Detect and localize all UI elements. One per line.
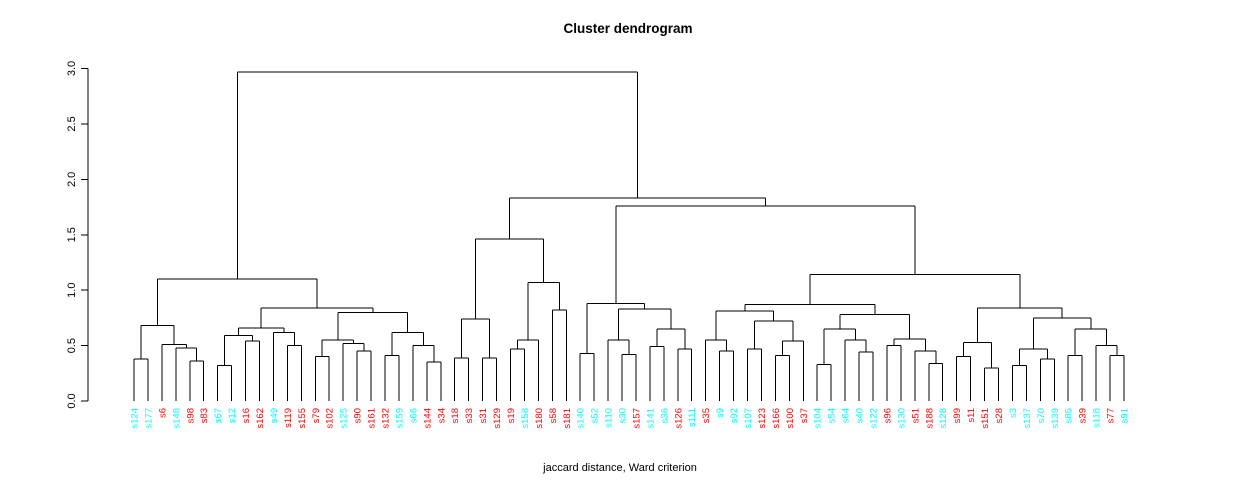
leaf-label-s125: s125 xyxy=(339,408,350,429)
leaf-label-s100: s100 xyxy=(785,408,796,429)
leaf-label-s33: s33 xyxy=(464,408,475,423)
leaf-label-s66: s66 xyxy=(408,408,419,423)
leaf-label-s140: s140 xyxy=(576,408,587,429)
leaf-label-s166: s166 xyxy=(771,408,782,429)
leaf-label-s79: s79 xyxy=(311,408,322,423)
leaf-label-s40: s40 xyxy=(855,408,866,423)
leaf-label-s85: s85 xyxy=(1064,408,1075,423)
y-tick-label: 0.5 xyxy=(66,338,78,353)
leaf-label-s30: s30 xyxy=(618,408,629,423)
leaf-label-s124: s124 xyxy=(130,408,141,429)
leaf-label-s158: s158 xyxy=(520,408,531,429)
leaf-label-s148: s148 xyxy=(171,408,182,429)
leaf-label-s64: s64 xyxy=(841,408,852,423)
leaf-label-s36: s36 xyxy=(659,408,670,423)
y-tick-label: 2.5 xyxy=(66,116,78,131)
leaf-label-s123: s123 xyxy=(757,408,768,429)
y-tick-label: 1.0 xyxy=(66,283,78,298)
leaf-label-s126: s126 xyxy=(673,408,684,429)
leaf-label-s18: s18 xyxy=(450,408,461,423)
leaf-label-s107: s107 xyxy=(743,408,754,429)
leaf-label-s49: s49 xyxy=(269,408,280,423)
leaf-labels: s124 s177 s6 s148 s98 s83 s67 s12 s16 s162 s49 s119… xyxy=(130,408,1131,429)
leaf-label-s83: s83 xyxy=(199,408,210,423)
y-tick-label: 3.0 xyxy=(66,61,78,76)
leaf-label-s151: s151 xyxy=(980,408,991,429)
leaf-label-s34: s34 xyxy=(436,408,447,423)
leaf-label-s77: s77 xyxy=(1106,408,1117,423)
leaf-label-s39: s39 xyxy=(1078,408,1089,423)
leaf-label-s9: s9 xyxy=(715,408,726,418)
leaf-label-s51: s51 xyxy=(910,408,921,423)
leaf-label-s177: s177 xyxy=(143,408,154,429)
leaf-label-s6: s6 xyxy=(157,408,168,418)
leaf-label-s129: s129 xyxy=(492,408,503,429)
leaf-label-s132: s132 xyxy=(380,408,391,429)
leaf-label-s157: s157 xyxy=(631,408,642,429)
leaf-label-s37: s37 xyxy=(799,408,810,423)
leaf-label-s19: s19 xyxy=(506,408,517,423)
leaf-label-s52: s52 xyxy=(590,408,601,423)
chart-subtitle: jaccard distance, Ward criterion xyxy=(542,462,697,474)
leaf-label-s162: s162 xyxy=(255,408,266,429)
leaf-label-s102: s102 xyxy=(325,408,336,429)
leaf-label-s91: s91 xyxy=(1120,408,1131,423)
leaf-label-s122: s122 xyxy=(869,408,880,429)
leaf-label-s119: s119 xyxy=(283,408,294,428)
leaf-label-s98: s98 xyxy=(185,408,196,423)
leaf-label-s12: s12 xyxy=(227,408,238,423)
leaf-label-s118: s118 xyxy=(1092,408,1103,428)
leaf-label-s92: s92 xyxy=(729,408,740,423)
leaf-label-s128: s128 xyxy=(938,408,949,429)
leaf-label-s96: s96 xyxy=(882,408,893,423)
leaf-label-s3: s3 xyxy=(1008,408,1019,418)
leaf-label-s104: s104 xyxy=(813,408,824,429)
leaf-label-s139: s139 xyxy=(1050,408,1061,429)
leaf-label-s111: s111 xyxy=(687,408,698,427)
leaf-label-s11: s11 xyxy=(966,408,977,423)
leaf-label-s144: s144 xyxy=(422,408,433,429)
leaf-label-s58: s58 xyxy=(548,408,559,423)
leaf-label-s31: s31 xyxy=(478,408,489,423)
leaf-label-s161: s161 xyxy=(367,408,378,429)
leaf-label-s159: s159 xyxy=(394,408,405,429)
leaf-label-s99: s99 xyxy=(952,408,963,423)
leaf-label-s16: s16 xyxy=(241,408,252,423)
leaf-label-s188: s188 xyxy=(924,408,935,429)
leaf-label-s54: s54 xyxy=(827,408,838,423)
leaf-label-s155: s155 xyxy=(297,408,308,429)
leaf-label-s180: s180 xyxy=(534,408,545,429)
leaf-label-s110: s110 xyxy=(604,408,615,428)
leaf-label-s130: s130 xyxy=(896,408,907,429)
leaf-label-s35: s35 xyxy=(701,408,712,423)
leaf-label-s67: s67 xyxy=(213,408,224,423)
leaf-label-s70: s70 xyxy=(1036,408,1047,423)
leaf-label-s141: s141 xyxy=(645,408,656,429)
y-tick-label: 1.5 xyxy=(66,227,78,242)
dendrogram-tree xyxy=(133,71,1125,401)
leaf-label-s137: s137 xyxy=(1022,408,1033,429)
leaf-label-s28: s28 xyxy=(994,408,1005,423)
y-tick-label: 0.0 xyxy=(66,393,78,408)
chart-title: Cluster dendrogram xyxy=(563,21,692,36)
y-axis: 0.0 0.5 1.0 1.5 2.0 2.5 3.0 xyxy=(66,61,89,409)
y-tick-label: 2.0 xyxy=(66,172,78,187)
leaf-label-s90: s90 xyxy=(353,408,364,423)
leaf-label-s181: s181 xyxy=(562,408,573,429)
